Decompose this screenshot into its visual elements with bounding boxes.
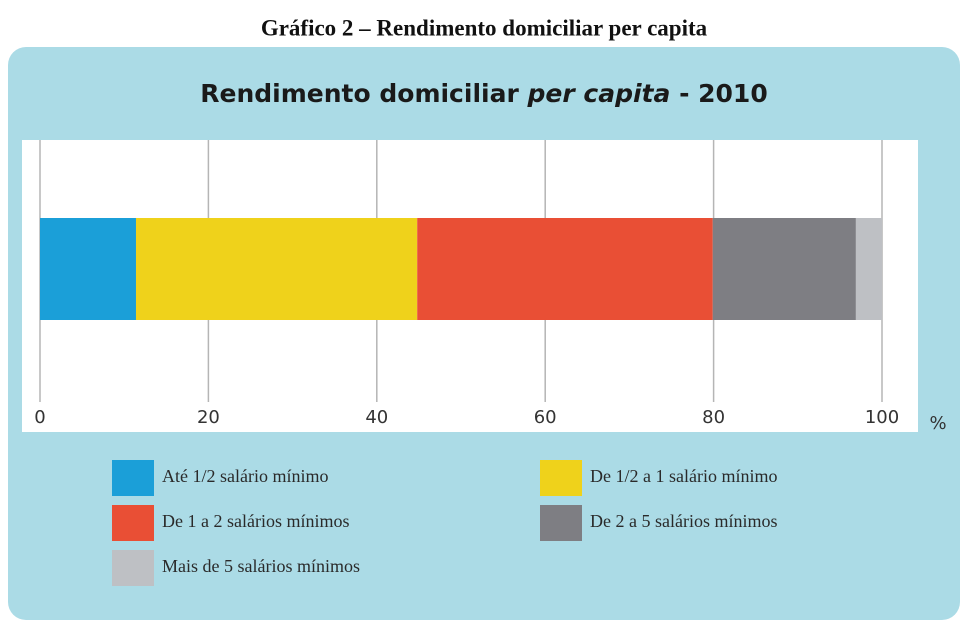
- legend-swatch: [112, 505, 154, 541]
- x-tick-label: 0: [34, 407, 45, 428]
- bar-segment: [712, 218, 856, 320]
- bar-segment: [40, 218, 136, 320]
- bar-segment: [417, 218, 713, 320]
- bar-segment: [855, 218, 882, 320]
- x-tick-label: 60: [534, 407, 557, 428]
- legend-label: De 1 a 2 salários mínimos: [162, 511, 349, 531]
- title-part: Rendimento domiciliar: [200, 79, 527, 108]
- title-part: per capita: [527, 79, 671, 108]
- legend-swatch: [112, 460, 154, 496]
- legend-label: De 1/2 a 1 salário mínimo: [590, 466, 777, 486]
- x-axis-label: %: [929, 413, 946, 434]
- legend-label: De 2 a 5 salários mínimos: [590, 511, 777, 531]
- x-tick-label: 40: [365, 407, 388, 428]
- x-tick-label: 20: [197, 407, 220, 428]
- title-part: - 2010: [670, 79, 767, 108]
- legend-label: Até 1/2 salário mínimo: [162, 466, 328, 486]
- caption: Gráfico 2 – Rendimento domiciliar per ca…: [261, 15, 708, 40]
- legend-swatch: [112, 550, 154, 586]
- legend-label: Mais de 5 salários mínimos: [162, 556, 360, 576]
- x-tick-label: 100: [865, 407, 899, 428]
- bar-segment: [135, 218, 418, 320]
- chart-title: Rendimento domiciliar per capita - 2010: [200, 79, 767, 108]
- x-tick-label: 80: [702, 407, 725, 428]
- legend-swatch: [540, 505, 582, 541]
- legend-swatch: [540, 460, 582, 496]
